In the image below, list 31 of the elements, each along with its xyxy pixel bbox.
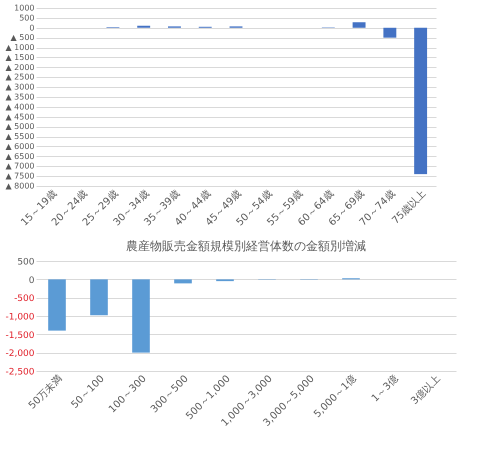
y-tick-label: ▲ 4500 (5, 112, 34, 122)
chart-title: 農産物販売金額規模別経営体数の金額別増減 (126, 239, 366, 253)
y-tick-label: ▲ 1500 (5, 52, 34, 62)
y-tick-label: ▲ 6000 (5, 142, 34, 151)
y-tick-label: -1,500 (5, 330, 35, 341)
y-tick-label: ▲ 3500 (5, 92, 34, 102)
y-tick-label: ▲ 1000 (5, 43, 34, 52)
y-tick-label: 1000 (14, 4, 34, 12)
y-tick-label: 0 (29, 23, 34, 32)
y-tick-label: ▲ 8000 (5, 182, 34, 190)
y-tick-label: ▲ 6500 (5, 152, 34, 161)
y-tick-label: -2,000 (5, 349, 35, 360)
y-tick-label: ▲ 5000 (5, 122, 34, 132)
y-tick-label: -2,500 (5, 368, 35, 378)
y-tick-label: ▲ 2500 (5, 72, 34, 82)
x-tick-label: 1～3億 (369, 372, 401, 404)
y-tick-label: 500 (19, 13, 34, 22)
y-tick-label: -1,000 (5, 312, 35, 322)
y-tick-label: 500 (17, 258, 35, 268)
y-tick-label: ▲ 2000 (5, 62, 34, 72)
x-tick-label: 100～300 (106, 374, 149, 416)
y-tick-label: ▲ 3000 (5, 82, 34, 92)
y-tick-label: ▲ 7500 (5, 172, 34, 181)
y-tick-label: 0 (28, 276, 35, 286)
y-tick-label: -500 (14, 294, 35, 304)
x-tick-label: 50～100 (69, 374, 107, 411)
x-tick-label: 3億以上 (408, 372, 443, 407)
y-tick-label: ▲ 4000 (5, 102, 34, 112)
y-tick-label: ▲ 500 (10, 33, 34, 42)
y-tick-label: ▲ 5500 (5, 132, 34, 142)
y-tick-label: ▲ 7000 (5, 162, 34, 171)
